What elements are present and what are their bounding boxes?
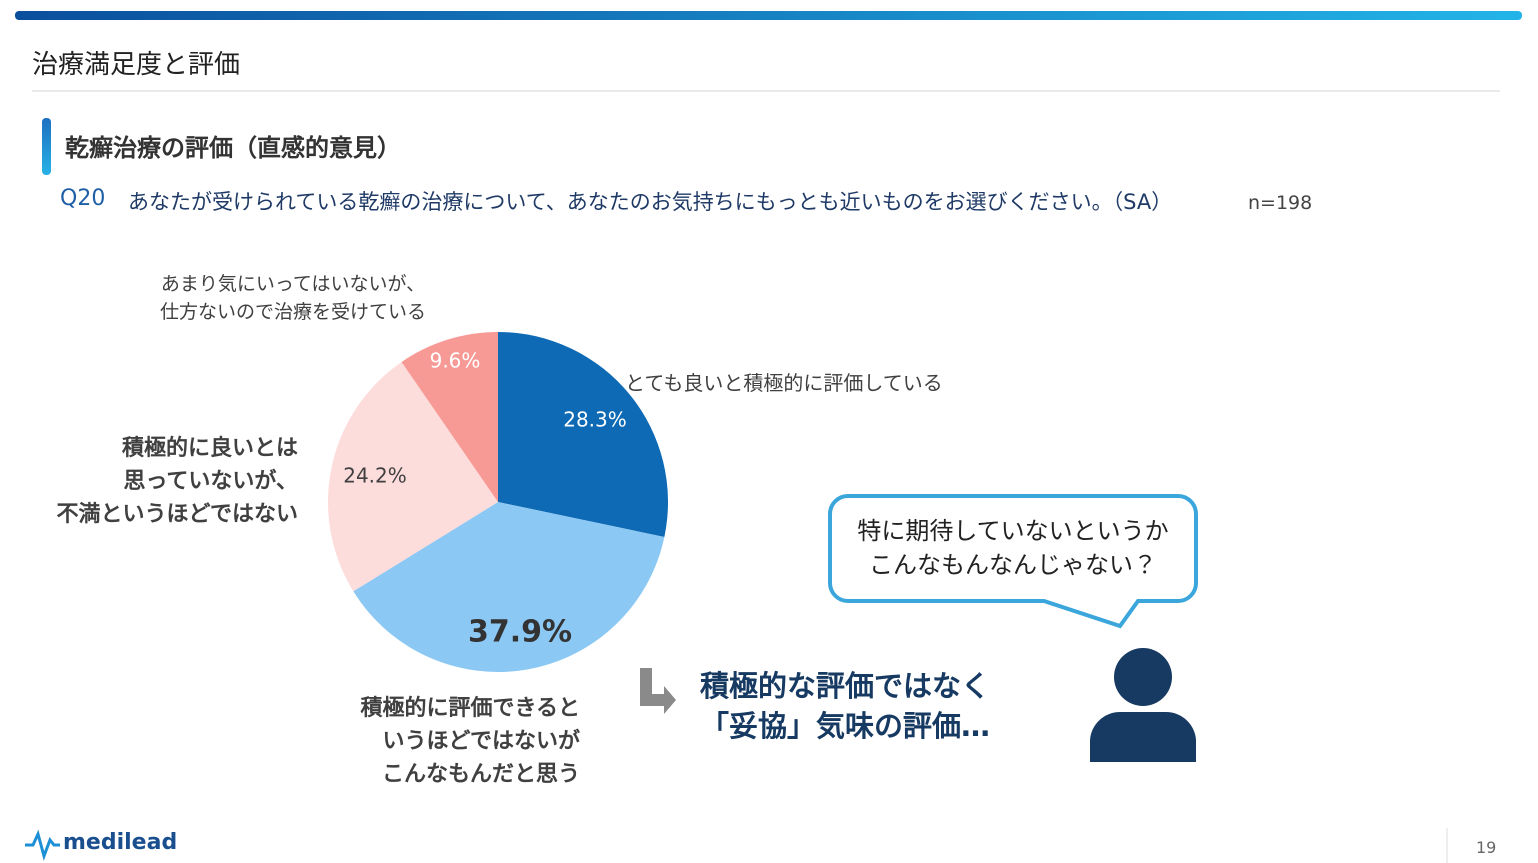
sample-size: n=198	[1248, 192, 1313, 214]
heading-accent	[42, 118, 51, 175]
value-label: 28.3%	[563, 408, 627, 432]
pie	[328, 332, 668, 673]
pie-slice	[498, 332, 668, 537]
value-label: 24.2%	[343, 464, 407, 488]
arrow-icon	[640, 668, 676, 714]
slide-title: 治療満足度と評価	[32, 50, 241, 80]
value-label: 9.6%	[430, 349, 481, 373]
pie-slice	[328, 361, 498, 592]
category-label: 積極的に良いとは 思っていないが、 不満というほどではない	[56, 436, 298, 527]
category-label: 積極的に評価できると いうほどではないが こんなもんだと思う	[360, 696, 580, 787]
pie-slice	[353, 502, 665, 673]
top-bar	[15, 11, 1522, 20]
question-text: あなたが受けられている乾癬の治療について、あなたのお気持ちにもっとも近いものをお…	[128, 190, 1173, 214]
page-number: 19	[1476, 838, 1497, 857]
speech-text: 特に期待していないというか こんなもんなんじゃない？	[857, 517, 1169, 579]
conclusion: 積極的な評価ではなく 「妥協」気味の評価…	[700, 669, 991, 743]
section-heading: 乾癬治療の評価（直感的意見）	[65, 134, 401, 162]
logo: medilead	[63, 830, 178, 855]
logo-icon	[25, 829, 60, 861]
category-label: とても良いと積極的に評価している	[625, 371, 943, 395]
pie-slice	[401, 332, 498, 502]
value-label: 37.9%	[468, 615, 572, 650]
person-head	[1114, 648, 1172, 706]
category-label: あまり気にいってはいないが、 仕方ないので治療を受けている	[159, 273, 426, 323]
speech-bubble	[828, 494, 1198, 629]
question-id: Q20	[60, 186, 106, 211]
person-body	[1090, 711, 1196, 762]
